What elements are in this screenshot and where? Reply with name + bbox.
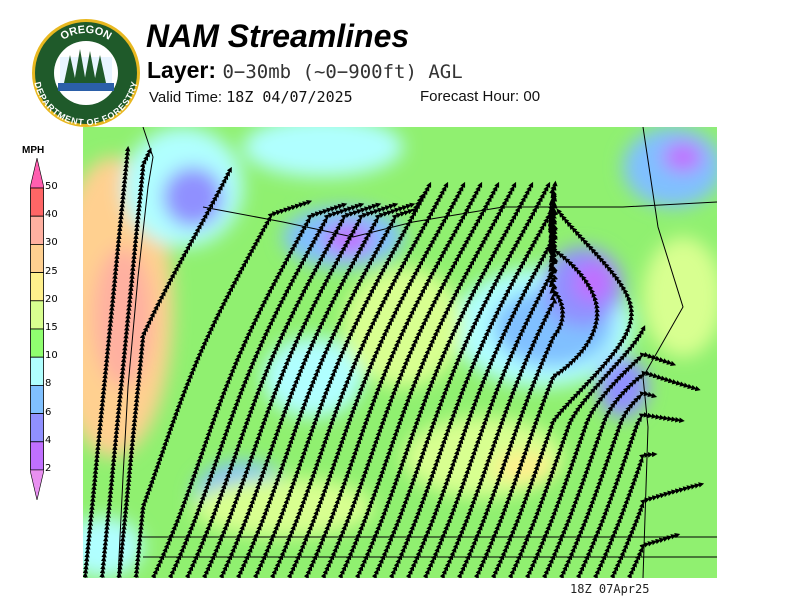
legend-units: MPH [22, 145, 45, 156]
wind-speed-shading [493, 452, 553, 482]
legend-tick: 8 [45, 378, 52, 390]
forecast-label: Forecast Hour: [420, 88, 520, 105]
streamline [556, 208, 607, 266]
wind-speed-shading [598, 357, 648, 417]
streamline [137, 293, 164, 364]
forecast-hour: Forecast Hour: 00 [420, 88, 540, 105]
valid-label: Valid Time: [149, 89, 223, 106]
streamline [190, 303, 224, 372]
legend-swatch [30, 300, 44, 330]
layer-value: 0−30mb (~0−900ft) AGL [222, 61, 463, 83]
legend-tick: 4 [45, 434, 52, 446]
streamline [106, 432, 119, 507]
streamline [564, 257, 600, 322]
streamline [135, 147, 152, 220]
streamline [613, 351, 677, 384]
streamline [103, 289, 117, 364]
streamline [133, 504, 146, 578]
streamline [165, 369, 195, 439]
valid-value: 18Z 04/07/2025 [226, 88, 353, 106]
legend-swatch [30, 328, 44, 358]
streamline [194, 166, 232, 234]
streamline [83, 504, 95, 578]
streamline [620, 451, 658, 513]
legend-tick: 20 [45, 293, 58, 305]
wind-speed-shading [243, 127, 403, 177]
layer-info: Layer: 0−30mb (~0−900ft) AGL [147, 57, 463, 84]
streamline [96, 360, 109, 435]
streamline [160, 230, 198, 297]
streamline [116, 504, 129, 578]
logo-top-text: OREGON [59, 24, 114, 43]
streamline [637, 482, 705, 513]
legend-tick: 6 [45, 406, 52, 418]
forecast-value: 00 [523, 88, 541, 105]
streamline [128, 217, 141, 292]
footer-timestamp: 18Z 07Apr25 [570, 582, 650, 596]
streamline [111, 217, 124, 292]
streamline [89, 432, 102, 507]
streamline [118, 145, 131, 220]
legend-over-arrow [30, 158, 44, 189]
legend-tick: 25 [45, 265, 58, 277]
wind-speed-shading [193, 477, 373, 537]
wind-speed-shading [573, 262, 613, 302]
streamline [120, 289, 134, 364]
legend-under-arrow [30, 469, 44, 500]
legend-tick: 15 [45, 322, 58, 333]
legend-tick: 40 [45, 209, 58, 221]
valid-time: Valid Time: 18Z 04/07/2025 [149, 88, 353, 106]
legend-tick: 50 [45, 181, 58, 192]
streamline [123, 432, 136, 507]
streamline [626, 532, 681, 578]
streamline [140, 436, 169, 507]
streamline [603, 262, 635, 329]
legend-swatch [30, 413, 44, 443]
legend-tick: 30 [45, 237, 58, 249]
streamline [130, 360, 143, 435]
legend-tick: 10 [45, 350, 58, 362]
streamline-map [83, 127, 717, 578]
legend-tick: 2 [45, 463, 52, 474]
wind-speed-shading [163, 167, 223, 227]
page-title: NAM Streamlines [146, 18, 410, 54]
streamline [631, 370, 701, 392]
layer-label: Layer: [147, 57, 217, 83]
streamline [220, 240, 258, 307]
wind-speed-shading [663, 142, 703, 172]
legend-swatch [30, 187, 44, 217]
legend-swatch [30, 441, 44, 471]
legend-swatch [30, 356, 44, 386]
streamline [627, 412, 685, 445]
legend-swatch [30, 384, 44, 414]
legend-swatch [30, 244, 44, 274]
streamline [609, 509, 642, 578]
color-legend [30, 158, 44, 500]
legend-swatch [30, 272, 44, 302]
streamline [99, 504, 112, 578]
oregon-department-of-forestry-logo: OREGON DEPARTMENT OF FORESTRY [32, 19, 140, 128]
wind-speed-shading [323, 224, 373, 254]
legend-swatch [30, 215, 44, 245]
streamline [610, 390, 658, 445]
streamline [113, 360, 126, 435]
